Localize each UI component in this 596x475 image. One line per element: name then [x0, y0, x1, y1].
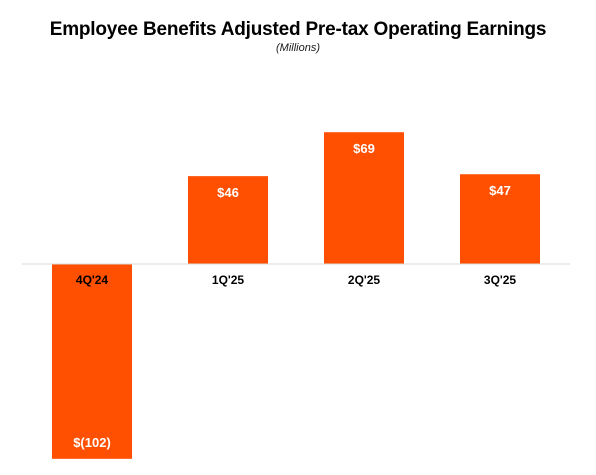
bar-1	[188, 176, 268, 264]
chart-subtitle: (Millions)	[276, 42, 320, 54]
category-label-2: 2Q'25	[348, 273, 381, 287]
bars-group	[52, 132, 540, 459]
chart-title: Employee Benefits Adjusted Pre-tax Opera…	[49, 19, 547, 40]
bar-0	[52, 264, 132, 459]
data-label-0: $(102)	[73, 435, 111, 450]
category-label-0: 4Q'24	[76, 273, 109, 287]
labels-group: $(102) 4Q'24 $46 1Q'25 $69 2Q'25 $47 3Q'25	[73, 141, 516, 450]
data-label-3: $47	[489, 183, 511, 198]
data-label-2: $69	[353, 141, 375, 156]
category-label-3: 3Q'25	[484, 273, 517, 287]
bar-3	[460, 174, 540, 264]
bar-2	[324, 132, 404, 264]
category-label-1: 1Q'25	[212, 273, 245, 287]
data-label-1: $46	[217, 185, 239, 200]
